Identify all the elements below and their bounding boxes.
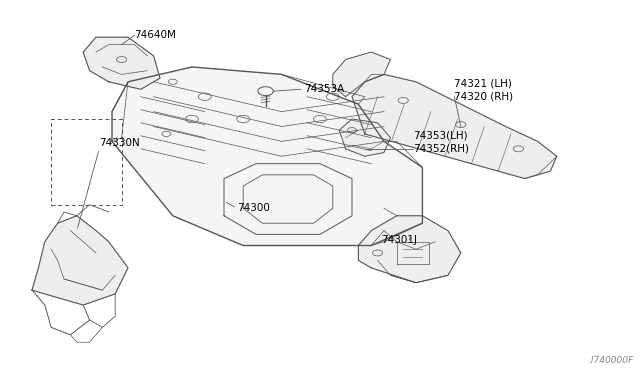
Text: 74330N: 74330N: [99, 138, 140, 148]
Text: 74301J: 74301J: [381, 235, 417, 245]
Text: 74352(RH): 74352(RH): [413, 144, 468, 154]
Polygon shape: [339, 119, 390, 156]
Polygon shape: [83, 37, 160, 89]
Text: 74320 (RH): 74320 (RH): [454, 92, 513, 102]
Text: 74353(LH): 74353(LH): [413, 131, 467, 141]
Polygon shape: [352, 74, 557, 179]
Text: 74300: 74300: [237, 203, 269, 213]
Text: 74353A: 74353A: [304, 84, 344, 94]
Polygon shape: [32, 216, 128, 305]
Text: 74321 (LH): 74321 (LH): [454, 79, 512, 89]
Polygon shape: [333, 52, 390, 97]
Polygon shape: [358, 216, 461, 283]
Polygon shape: [112, 67, 422, 246]
Text: 74640M: 74640M: [134, 31, 176, 40]
Text: .I740000F: .I740000F: [588, 356, 634, 365]
